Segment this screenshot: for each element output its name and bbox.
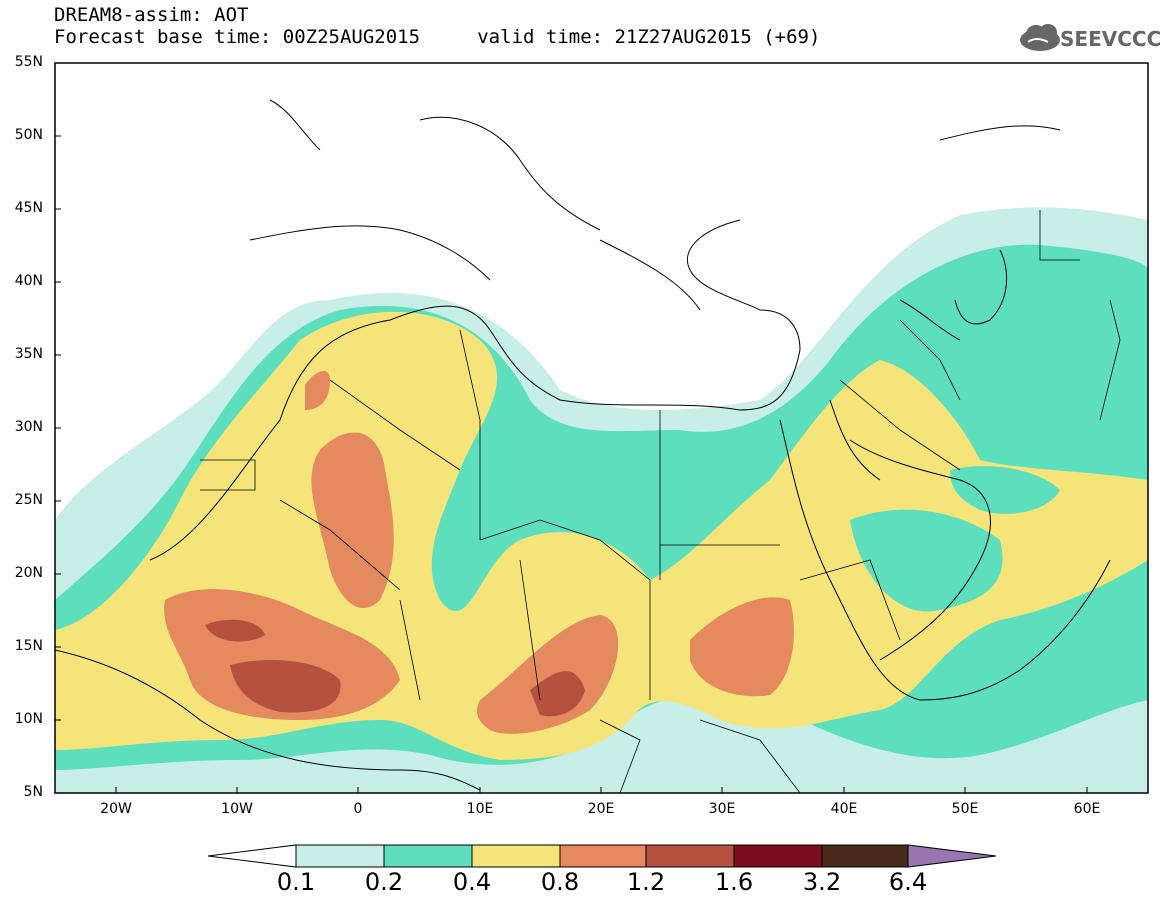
lat-label: 30N [14, 419, 43, 435]
lat-label: 25N [14, 492, 43, 508]
lat-label: 50N [14, 127, 43, 143]
coastlines [55, 99, 1111, 791]
colorbar-label: 3.2 [802, 868, 842, 896]
aot-contour-1.2-chad [530, 671, 585, 717]
seevccc-logo [1020, 24, 1060, 51]
colorbar-under-arrow [207, 844, 297, 868]
colorbar-label: 0.2 [364, 868, 404, 896]
colorbar [207, 844, 997, 868]
colorbar-over-arrow [907, 844, 997, 868]
aot-contour-0.8-morocco [305, 370, 330, 410]
aot-contour-0.4-gulf [950, 466, 1060, 514]
lon-label: 50E [951, 801, 979, 817]
colorbar-bin-0.2 [383, 844, 473, 868]
colorbar-bin-1.2 [645, 844, 735, 868]
aot-contour-0.8-mali [311, 432, 394, 609]
lat-label: 35N [14, 346, 43, 362]
forecast-time-subtitle: Forecast base time: 00Z25AUG2015 valid t… [54, 26, 821, 48]
aot-contour-0.8-chad [477, 615, 619, 734]
dust-contours [55, 207, 1148, 793]
lon-label: 20E [587, 801, 615, 817]
colorbar-label: 0.4 [452, 868, 492, 896]
lon-label: 10W [221, 801, 253, 817]
lat-label: 40N [14, 273, 43, 289]
aot-contour-0.8-sudan [690, 597, 794, 697]
colorbar-bin-0.4 [471, 844, 561, 868]
aot-contour-1.2-west [205, 619, 265, 642]
colorbar-bin-3.2 [821, 844, 909, 868]
country-borders [200, 210, 1121, 793]
lon-label: 20W [100, 801, 132, 817]
colorbar-label: 6.4 [888, 868, 928, 896]
lat-label: 15N [14, 638, 43, 654]
colorbar-label: 1.6 [714, 868, 754, 896]
lon-label: 10E [466, 801, 494, 817]
lat-label: 5N [23, 784, 43, 800]
aot-contour-1.2-niger [230, 660, 341, 713]
lat-label: 10N [14, 711, 43, 727]
colorbar-label: 0.1 [276, 868, 316, 896]
lat-label: 55N [14, 54, 43, 70]
colorbar-label: 0.8 [540, 868, 580, 896]
lat-label: 20N [14, 565, 43, 581]
axis-ticks [55, 62, 1088, 793]
lat-label: 45N [14, 200, 43, 216]
lon-label: 60E [1073, 801, 1101, 817]
cloud-icon [1020, 24, 1060, 51]
logo-text: SEEVCCC [1060, 27, 1162, 51]
colorbar-label: 1.2 [626, 868, 666, 896]
lon-label: 40E [830, 801, 858, 817]
lon-label: 30E [708, 801, 736, 817]
lon-label: 0 [353, 801, 363, 817]
colorbar-bin-1.6 [733, 844, 823, 868]
map-title: DREAM8-assim: AOT [54, 4, 249, 26]
colorbar-bin-0.1 [295, 844, 385, 868]
colorbar-bin-0.8 [559, 844, 647, 868]
